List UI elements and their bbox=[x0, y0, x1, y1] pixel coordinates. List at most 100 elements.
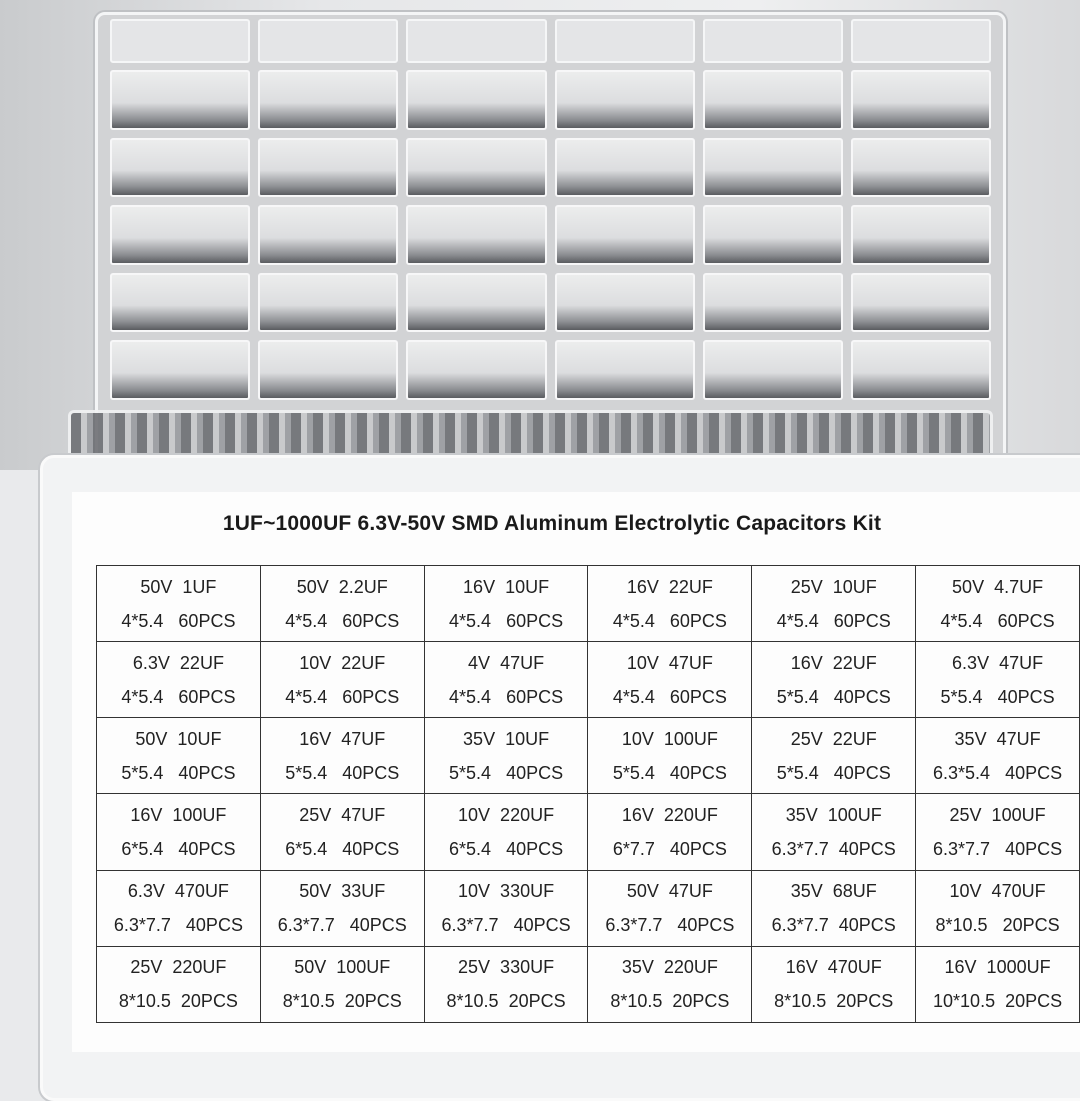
voltage-capacitance: 50V 10UF bbox=[135, 728, 222, 749]
voltage-capacitance: 10V 100UF bbox=[621, 728, 718, 749]
compartment bbox=[850, 70, 991, 130]
table-cell: 16V 1000UF 10*10.5 20PCS bbox=[915, 945, 1080, 1024]
size-quantity: 4*5.4 60PCS bbox=[121, 686, 236, 707]
size-quantity: 5*5.4 40PCS bbox=[776, 686, 891, 707]
size-quantity: 5*5.4 40PCS bbox=[449, 762, 564, 783]
size-quantity: 8*10.5 20PCS bbox=[118, 991, 238, 1012]
table-cell: 35V 68UF 6.3*7.7 40PCS bbox=[751, 869, 917, 947]
table-cell: 35V 10UF 5*5.4 40PCS bbox=[423, 717, 589, 795]
table-cell: 10V 22UF 4*5.4 60PCS bbox=[259, 641, 425, 719]
table-cell: 10V 100UF 5*5.4 40PCS bbox=[587, 717, 753, 795]
table-cell: 50V 4.7UF 4*5.4 60PCS bbox=[915, 564, 1080, 643]
compartment bbox=[110, 70, 251, 130]
compartment-grid bbox=[110, 70, 991, 400]
voltage-capacitance: 10V 47UF bbox=[626, 652, 713, 673]
compartment bbox=[702, 205, 843, 265]
compartment bbox=[850, 137, 991, 198]
voltage-capacitance: 50V 1UF bbox=[140, 576, 217, 597]
compartment bbox=[406, 70, 547, 130]
size-quantity: 6*5.4 40PCS bbox=[449, 839, 564, 860]
size-quantity: 5*5.4 40PCS bbox=[121, 762, 236, 783]
size-quantity: 6.3*7.7 40PCS bbox=[933, 839, 1063, 860]
voltage-capacitance: 10V 470UF bbox=[949, 881, 1046, 902]
size-quantity: 10*10.5 20PCS bbox=[933, 991, 1063, 1012]
voltage-capacitance: 16V 470UF bbox=[785, 957, 882, 978]
voltage-capacitance: 10V 22UF bbox=[299, 652, 386, 673]
table-row: 50V 1UF 4*5.4 60PCS 50V 2.2UF 4*5.4 60PCS 16… bbox=[96, 564, 1080, 643]
size-quantity: 4*5.4 60PCS bbox=[449, 610, 564, 631]
table-cell: 10V 47UF 4*5.4 60PCS bbox=[587, 641, 753, 719]
table-cell: 6.3V 47UF 5*5.4 40PCS bbox=[915, 641, 1080, 719]
table-cell: 16V 220UF 6*7.7 40PCS bbox=[587, 793, 753, 871]
label-title: 1UF~1000UF 6.3V-50V SMD Aluminum Electro… bbox=[222, 512, 882, 535]
compartment bbox=[406, 205, 547, 265]
component-storage-box bbox=[68, 12, 1006, 478]
size-quantity: 6.3*7.7 40PCS bbox=[771, 839, 896, 860]
table-cell: 50V 1UF 4*5.4 60PCS bbox=[96, 564, 261, 643]
table-cell: 6.3V 470UF 6.3*7.7 40PCS bbox=[96, 869, 261, 947]
voltage-capacitance: 25V 220UF bbox=[130, 957, 227, 978]
compartment bbox=[702, 70, 843, 130]
compartment bbox=[850, 205, 991, 265]
table-cell: 16V 22UF 5*5.4 40PCS bbox=[751, 641, 917, 719]
table-cell: 6.3V 22UF 4*5.4 60PCS bbox=[96, 641, 261, 719]
size-quantity: 4*5.4 60PCS bbox=[285, 686, 400, 707]
table-cell: 4V 47UF 4*5.4 60PCS bbox=[423, 641, 589, 719]
table-cell: 16V 100UF 6*5.4 40PCS bbox=[96, 793, 261, 871]
size-quantity: 6.3*7.7 40PCS bbox=[113, 915, 243, 936]
compartment bbox=[554, 340, 695, 400]
compartment bbox=[110, 340, 251, 400]
size-quantity: 8*10.5 20PCS bbox=[935, 915, 1060, 936]
voltage-capacitance: 16V 100UF bbox=[130, 805, 227, 826]
size-quantity: 6*5.4 40PCS bbox=[285, 839, 400, 860]
voltage-capacitance: 16V 47UF bbox=[299, 728, 386, 749]
table-cell: 25V 220UF 8*10.5 20PCS bbox=[96, 945, 261, 1024]
table-cell: 35V 220UF 8*10.5 20PCS bbox=[587, 945, 753, 1024]
table-cell: 50V 2.2UF 4*5.4 60PCS bbox=[259, 564, 425, 643]
compartment bbox=[406, 340, 547, 400]
voltage-capacitance: 35V 68UF bbox=[790, 881, 877, 902]
compartment bbox=[110, 137, 251, 198]
voltage-capacitance: 50V 2.2UF bbox=[296, 576, 388, 597]
size-quantity: 6*5.4 40PCS bbox=[121, 839, 236, 860]
compartment bbox=[702, 340, 843, 400]
size-quantity: 6.3*7.7 40PCS bbox=[277, 915, 407, 936]
table-cell: 25V 330UF 8*10.5 20PCS bbox=[423, 945, 589, 1024]
size-quantity: 6.3*7.7 40PCS bbox=[441, 915, 571, 936]
table-cell: 35V 47UF 6.3*5.4 40PCS bbox=[915, 717, 1080, 795]
size-quantity: 6.3*7.7 40PCS bbox=[605, 915, 735, 936]
size-quantity: 4*5.4 60PCS bbox=[612, 686, 727, 707]
size-quantity: 5*5.4 40PCS bbox=[612, 762, 727, 783]
voltage-capacitance: 25V 330UF bbox=[458, 957, 555, 978]
voltage-capacitance: 25V 100UF bbox=[949, 805, 1046, 826]
table-cell: 50V 33UF 6.3*7.7 40PCS bbox=[259, 869, 425, 947]
voltage-capacitance: 35V 220UF bbox=[621, 957, 718, 978]
voltage-capacitance: 35V 10UF bbox=[463, 728, 550, 749]
size-quantity: 8*10.5 20PCS bbox=[610, 991, 730, 1012]
compartment bbox=[110, 272, 251, 333]
compartment bbox=[258, 272, 399, 333]
voltage-capacitance: 6.3V 47UF bbox=[952, 652, 1044, 673]
top-compartment-row bbox=[110, 19, 991, 63]
compartment bbox=[850, 340, 991, 400]
compartment bbox=[702, 137, 843, 198]
table-cell: 25V 22UF 5*5.4 40PCS bbox=[751, 717, 917, 795]
voltage-capacitance: 16V 22UF bbox=[790, 652, 877, 673]
table-cell: 16V 470UF 8*10.5 20PCS bbox=[751, 945, 917, 1024]
voltage-capacitance: 16V 220UF bbox=[621, 805, 718, 826]
table-cell: 35V 100UF 6.3*7.7 40PCS bbox=[751, 793, 917, 871]
compartment bbox=[258, 340, 399, 400]
size-quantity: 8*10.5 20PCS bbox=[282, 991, 402, 1012]
compartment bbox=[258, 205, 399, 265]
voltage-capacitance: 6.3V 470UF bbox=[127, 881, 229, 902]
table-cell: 16V 22UF 4*5.4 60PCS bbox=[587, 564, 753, 643]
table-cell: 25V 47UF 6*5.4 40PCS bbox=[259, 793, 425, 871]
capacitor-table: 50V 1UF 4*5.4 60PCS 50V 2.2UF 4*5.4 60PCS 16… bbox=[96, 564, 1080, 1024]
table-cell: 10V 330UF 6.3*7.7 40PCS bbox=[423, 869, 589, 947]
voltage-capacitance: 50V 47UF bbox=[626, 881, 713, 902]
table-cell: 25V 100UF 6.3*7.7 40PCS bbox=[915, 793, 1080, 871]
voltage-capacitance: 6.3V 22UF bbox=[132, 652, 224, 673]
size-quantity: 6*7.7 40PCS bbox=[612, 839, 727, 860]
voltage-capacitance: 50V 100UF bbox=[294, 957, 391, 978]
compartment bbox=[702, 272, 843, 333]
